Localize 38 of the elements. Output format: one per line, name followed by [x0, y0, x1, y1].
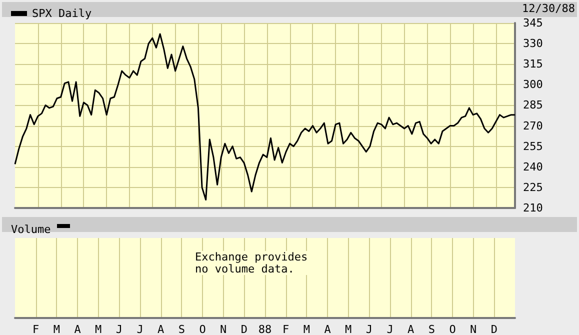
line-series — [14, 33, 516, 201]
y-tick-label: 285 — [523, 98, 543, 112]
category-label: M — [95, 323, 102, 335]
category-label: O — [199, 323, 206, 335]
y-tick-label: 300 — [523, 78, 543, 92]
y-tick-label: 270 — [523, 119, 543, 132]
y-tick-label: 210 — [523, 202, 543, 214]
category-label: M — [303, 323, 310, 335]
text: Volume — [11, 223, 51, 236]
category-label: A — [158, 323, 165, 335]
category-label: D — [490, 323, 498, 335]
category-label: J — [366, 323, 372, 335]
category-label: J — [386, 323, 394, 335]
legend-label: SPX Daily — [32, 7, 92, 20]
category-label: A — [408, 323, 415, 335]
y-tick-label: 330 — [523, 37, 543, 50]
category-label: M — [53, 323, 60, 335]
category-label: J — [136, 323, 144, 335]
y-tick-label: 255 — [523, 140, 543, 153]
category-label: F — [282, 323, 290, 335]
category-label: J — [116, 323, 122, 335]
y-tick-label: 240 — [523, 160, 543, 174]
category-label: D — [240, 323, 248, 335]
category-label: S — [428, 323, 435, 335]
category-label: F — [32, 323, 40, 335]
category-label: M — [345, 323, 352, 335]
text: Exchange provides no volume data. — [195, 250, 314, 276]
y-tick-label: 315 — [523, 58, 543, 71]
category-label: S — [178, 323, 185, 335]
category-label: N — [220, 323, 227, 335]
category-label: N — [470, 323, 477, 335]
category-label: O — [449, 323, 456, 335]
category-label: A — [324, 323, 332, 335]
text: 12/30/88 — [522, 2, 576, 15]
category-label: A — [74, 323, 82, 335]
category-label: 88 — [258, 323, 272, 335]
y-tick-label: 345 — [523, 16, 543, 30]
y-tick-label: 225 — [523, 180, 543, 194]
